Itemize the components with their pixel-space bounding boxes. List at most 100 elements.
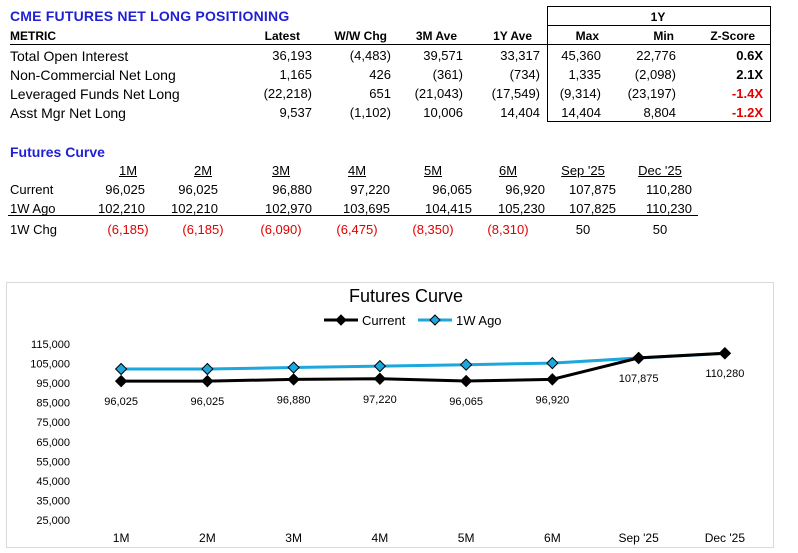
chart-title: Futures Curve: [349, 286, 463, 306]
legend-label-ago: 1W Ago: [456, 313, 502, 328]
x-tick-label: 6M: [544, 531, 561, 545]
futures-curve-chart: Futures Curve Current 1W Ago 115,000 105,000…: [6, 282, 774, 548]
curve-value-cell: 96,920: [505, 182, 545, 197]
curve-col-header: Sep '25: [561, 163, 605, 178]
curve-row-label: Current: [10, 182, 54, 197]
y-tick-label: 55,000: [36, 456, 70, 468]
positioning-metric-cell: Non-Commercial Net Long: [10, 67, 176, 83]
col-header-min: Min: [653, 29, 674, 43]
chart-border: [6, 282, 774, 548]
curve-row-label: 1W Chg: [10, 222, 57, 237]
curve-value-cell: 110,280: [645, 182, 692, 197]
positioning-zscore-cell: -1.4X: [731, 86, 763, 101]
curve-value-cell: 97,220: [350, 182, 390, 197]
point-current: [546, 373, 559, 386]
point-ago: [459, 358, 473, 371]
positioning-ave-1y-cell: (17,549): [491, 86, 540, 101]
curve-value-cell: (6,475): [336, 222, 378, 237]
point-ago: [201, 362, 214, 376]
one-year-box: [547, 6, 771, 122]
y-tick-label: 25,000: [36, 515, 70, 527]
curve-value-cell: (8,310): [487, 222, 529, 237]
col-header-metric: METRIC: [10, 29, 56, 43]
curve-value-cell: (6,185): [107, 222, 149, 237]
curve-value-cell: (8,350): [412, 222, 454, 237]
positioning-latest-cell: 36,193: [272, 48, 312, 63]
positioning-zscore-cell: 2.1X: [736, 67, 763, 82]
x-tick-label: 3M: [285, 531, 302, 545]
col-header-latest: Latest: [264, 29, 300, 43]
curve-value-cell: 96,025: [178, 182, 218, 197]
col-header-ww: W/W Chg: [334, 29, 387, 43]
col-header-3m: 3M Ave: [415, 29, 457, 43]
point-ago: [546, 356, 559, 370]
curve-value-cell: 105,230: [498, 201, 545, 216]
data-label-current: 96,025: [191, 396, 225, 408]
point-ago: [114, 362, 128, 376]
series-line-current: [121, 351, 725, 383]
point-current: [287, 373, 300, 386]
curve-value-cell: 104,415: [425, 201, 472, 216]
positioning-max-cell: 45,360: [561, 48, 601, 63]
positioning-ave-3m-cell: 10,006: [423, 105, 463, 120]
positioning-min-cell: 8,804: [643, 105, 676, 120]
positioning-ww-chg-cell: 426: [369, 67, 391, 82]
positioning-ave-3m-cell: (361): [432, 67, 463, 82]
curve-value-cell: 102,210: [171, 201, 218, 216]
positioning-ave-1y-cell: 14,404: [500, 105, 540, 120]
data-label-current: 96,065: [449, 396, 483, 408]
y-tick-label: 35,000: [36, 495, 70, 507]
legend-label-current: Current: [362, 313, 406, 328]
x-tick-label: 2M: [199, 531, 216, 545]
x-tick-label: 1M: [113, 531, 130, 545]
point-current: [718, 347, 732, 360]
point-current: [201, 374, 214, 388]
curve-value-cell: 96,025: [105, 182, 145, 197]
curve-table-title: Futures Curve: [10, 144, 105, 160]
y-tick-label: 75,000: [36, 417, 70, 429]
data-label-current: 107,875: [619, 373, 659, 385]
y-tick-label: 105,000: [30, 359, 70, 371]
curve-value-cell: (6,090): [260, 222, 302, 237]
curve-value-cell: 102,210: [98, 201, 145, 216]
positioning-latest-cell: 9,537: [279, 105, 312, 120]
data-label-current: 97,220: [363, 394, 397, 406]
curve-col-header: Dec '25: [638, 163, 682, 178]
curve-value-cell: 103,695: [343, 201, 390, 216]
curve-row-label: 1W Ago: [10, 201, 56, 216]
positioning-ave-3m-cell: 39,571: [423, 48, 463, 63]
series-line-ago: [121, 351, 725, 371]
data-label-current: 96,880: [277, 394, 311, 406]
positioning-ave-1y-cell: (734): [509, 67, 540, 82]
positioning-max-cell: (9,314): [559, 86, 601, 101]
curve-value-cell: 50: [652, 222, 668, 237]
data-label-current: 96,920: [536, 394, 570, 406]
positioning-latest-cell: 1,165: [279, 67, 312, 82]
y-tick-label: 45,000: [36, 476, 70, 488]
positioning-ww-chg-cell: (1,102): [349, 105, 391, 120]
legend-marker-ago: [429, 314, 441, 326]
curve-col-header: 1M: [118, 163, 138, 178]
positioning-metric-cell: Total Open Interest: [10, 48, 129, 64]
y-tick-label: 115,000: [31, 339, 70, 351]
legend-marker-current: [335, 314, 347, 326]
curve-col-header: 4M: [347, 163, 367, 178]
curve-value-cell: 110,230: [645, 201, 692, 216]
positioning-ave-1y-cell: 33,317: [500, 48, 540, 63]
y-tick-label: 95,000: [36, 378, 70, 390]
data-label-current: 96,025: [104, 396, 138, 408]
x-tick-label: Sep '25: [618, 531, 659, 545]
curve-value-cell: (6,185): [182, 222, 224, 237]
curve-value-cell: 50: [575, 222, 591, 237]
curve-col-header: 5M: [423, 163, 443, 178]
chart-svg: Futures Curve Current 1W Ago 115,000 105,000…: [6, 282, 774, 548]
positioning-metric-cell: Asst Mgr Net Long: [10, 105, 126, 121]
positioning-zscore-cell: -1.2X: [731, 105, 763, 120]
positioning-min-cell: (23,197): [627, 86, 676, 101]
positioning-max-cell: 1,335: [568, 67, 601, 82]
curve-value-cell: 96,880: [272, 182, 312, 197]
one-year-header: 1Y: [650, 10, 666, 24]
curve-col-header: 3M: [271, 163, 291, 178]
positioning-min-cell: 22,776: [636, 48, 676, 63]
positioning-ave-3m-cell: (21,043): [414, 86, 463, 101]
